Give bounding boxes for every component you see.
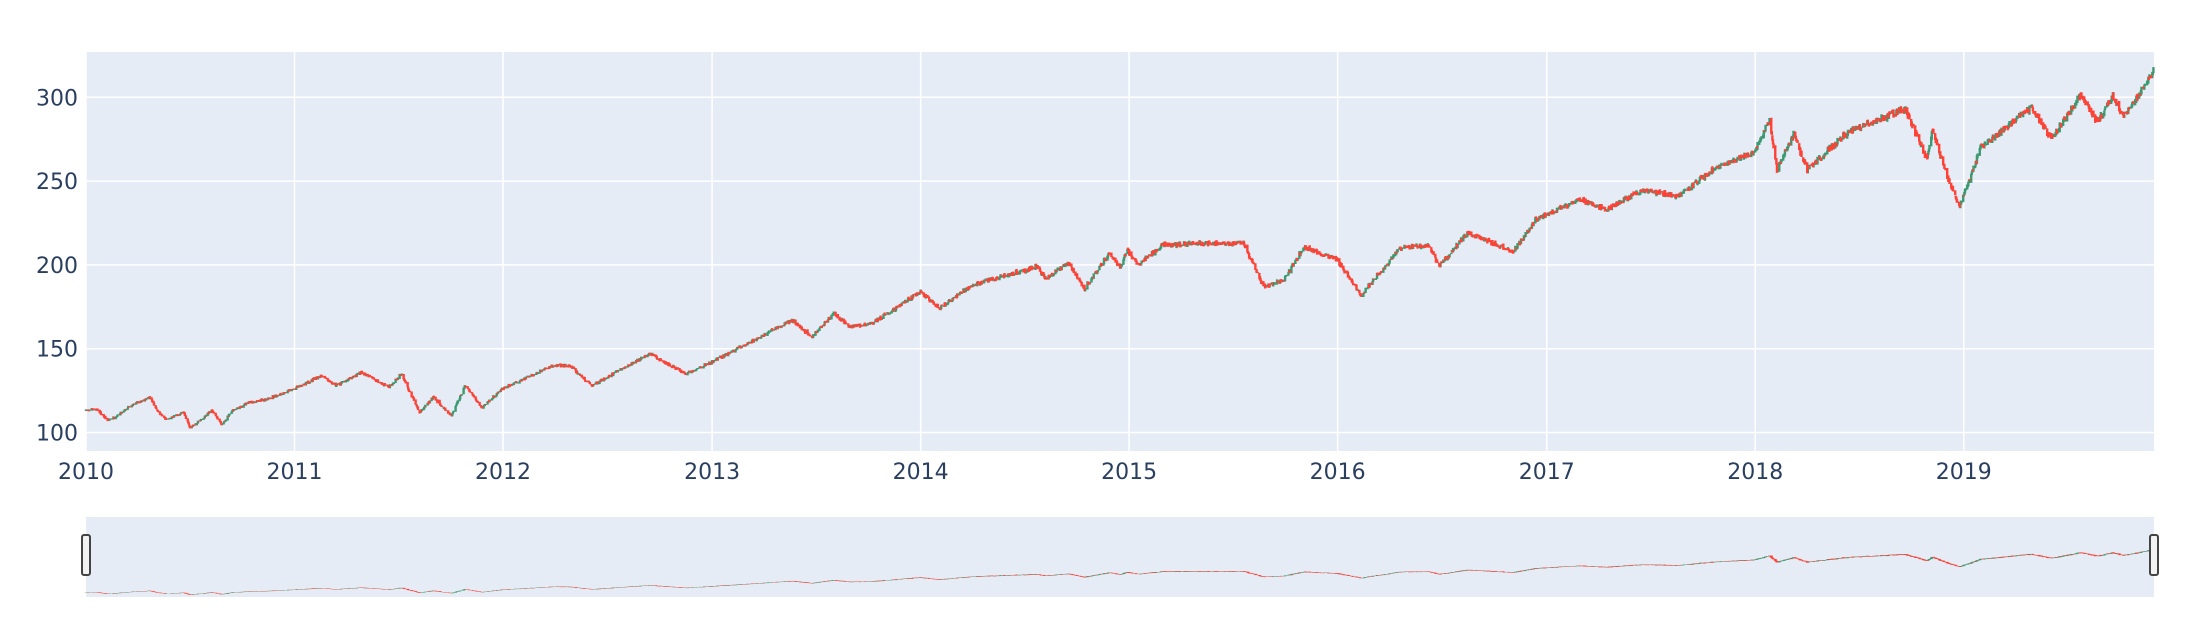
x-tick-label: 2018 — [1727, 460, 1783, 485]
plot-background — [86, 52, 2154, 451]
range-slider-left-handle[interactable] — [81, 534, 91, 576]
y-axis: 100 150 200 250 300 — [36, 86, 78, 446]
range-slider-right-handle[interactable] — [2149, 534, 2159, 576]
x-tick-label: 2019 — [1936, 460, 1992, 485]
y-tick-label: 150 — [36, 338, 78, 363]
x-tick-label: 2014 — [893, 460, 949, 485]
x-tick-label: 2017 — [1519, 460, 1575, 485]
x-tick-label: 2016 — [1310, 460, 1366, 485]
y-tick-label: 100 — [36, 422, 78, 447]
range-slider[interactable] — [81, 517, 2159, 597]
range-slider-background — [86, 517, 2154, 597]
x-tick-label: 2015 — [1101, 460, 1157, 485]
gridlines — [85, 52, 2154, 451]
x-tick-label: 2012 — [475, 460, 531, 485]
x-tick-label: 2013 — [684, 460, 740, 485]
x-tick-label: 2010 — [58, 460, 114, 485]
x-tick-label: 2011 — [267, 460, 323, 485]
y-tick-label: 250 — [36, 170, 78, 195]
range-slider-decreasing-line — [86, 550, 2153, 595]
candlestick-series — [84, 67, 2155, 429]
decreasing-candles — [86, 75, 2153, 429]
main-plot-area[interactable] — [84, 52, 2155, 451]
x-axis: 2010 2011 2012 2013 2014 2015 2016 2017 2018 2019 — [58, 460, 1992, 485]
y-tick-label: 200 — [36, 254, 78, 279]
y-tick-label: 300 — [36, 86, 78, 111]
